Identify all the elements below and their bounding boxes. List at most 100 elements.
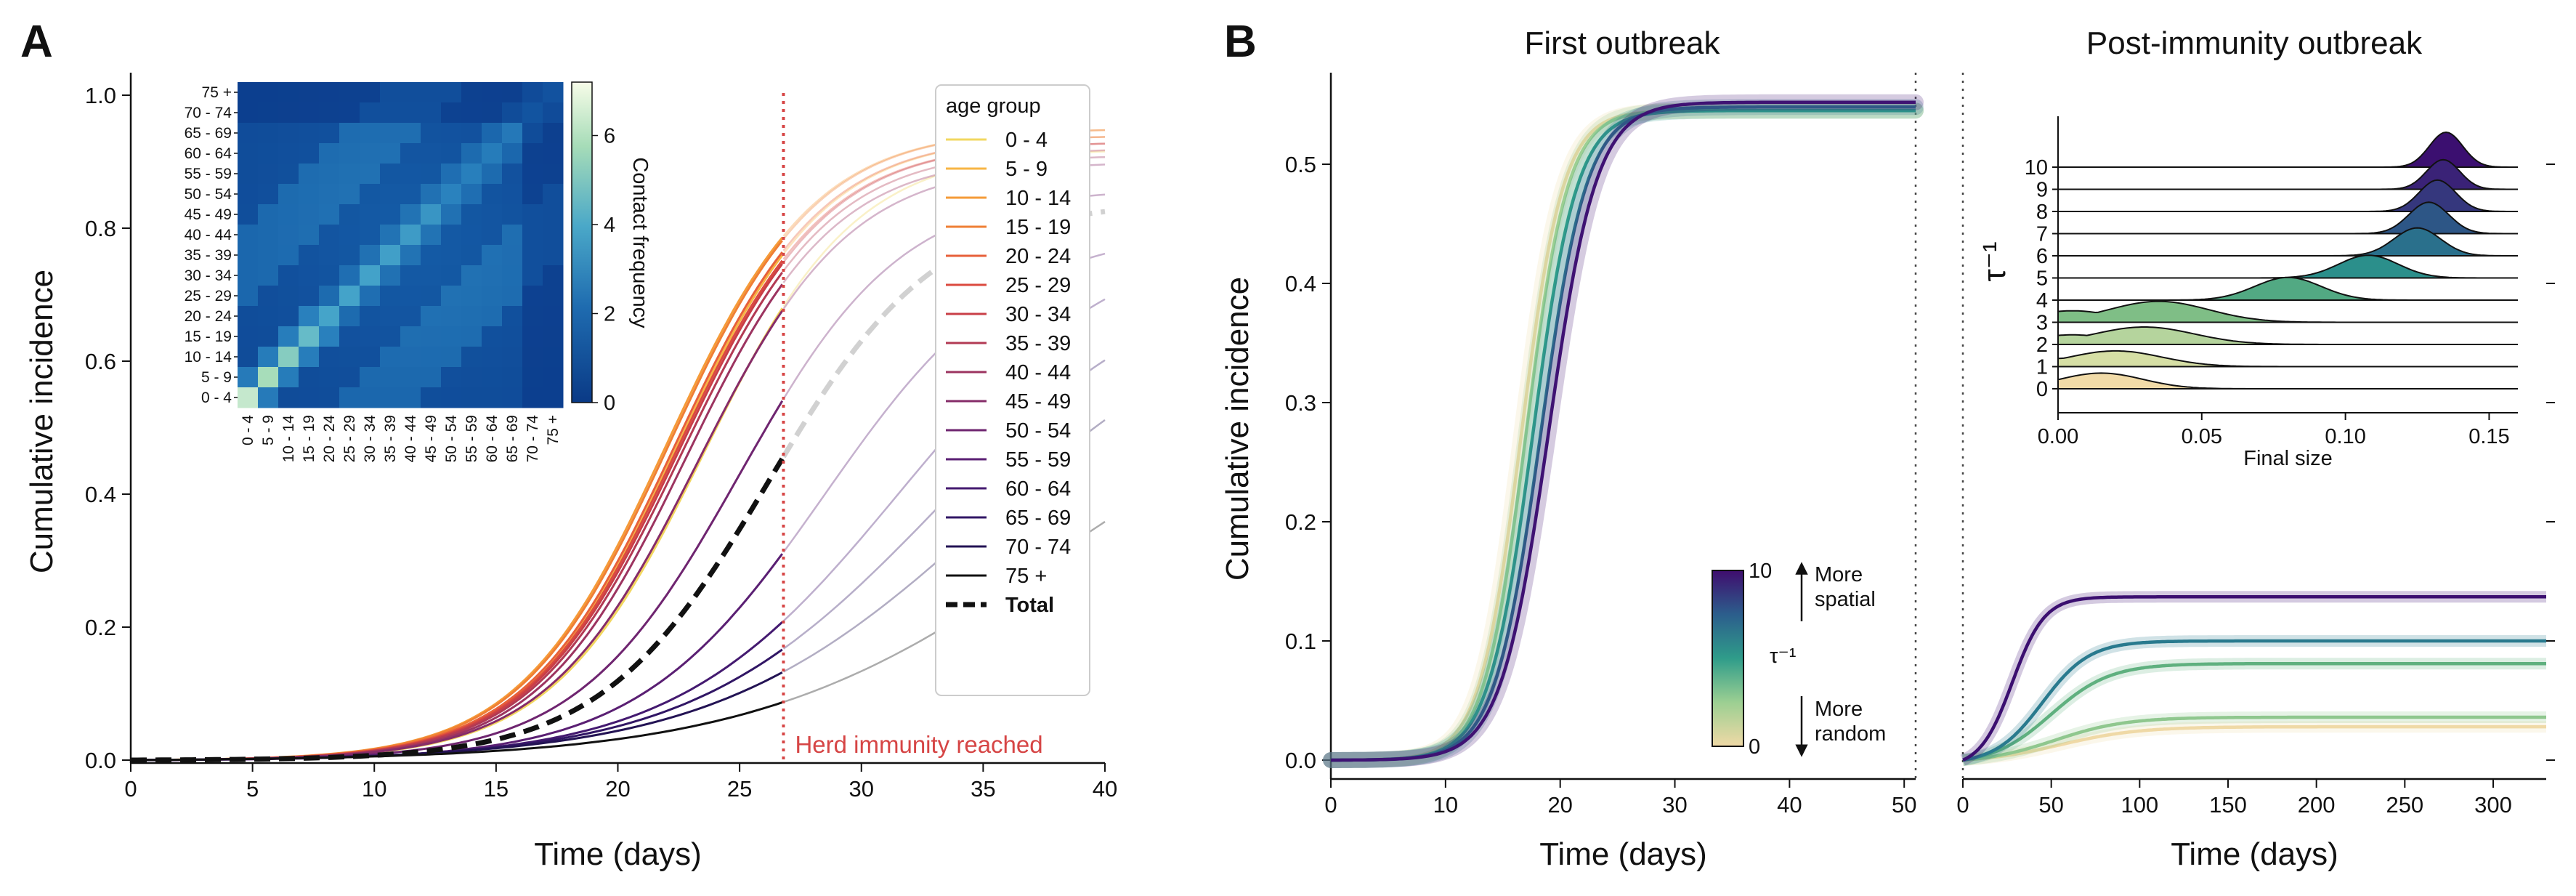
- heatmap-cell: [319, 326, 340, 347]
- heatmap-cell: [543, 225, 564, 246]
- heatmap-cell: [360, 347, 381, 368]
- heatmap-cell: [258, 367, 279, 388]
- heatmap-cell: [441, 306, 462, 327]
- random-annotation-line1: More: [1815, 698, 1863, 721]
- legend-label: Total: [1005, 594, 1054, 617]
- heatmap-cell: [299, 286, 320, 307]
- colorbar-tick-label: 2: [604, 303, 615, 326]
- heatmap-cell: [238, 286, 259, 307]
- heatmap-cell: [482, 184, 503, 205]
- series-line: [131, 621, 783, 762]
- heatmap-row-label: 40 - 44: [185, 227, 232, 243]
- heatmap-cell: [258, 286, 279, 307]
- heatmap-cell: [360, 102, 381, 124]
- heatmap-row-label: 70 - 74: [185, 105, 232, 121]
- series-line: [1331, 108, 1916, 762]
- panel-a-label: A: [20, 17, 53, 67]
- heatmap-cell: [278, 225, 299, 246]
- legend-label: 40 - 44: [1005, 361, 1071, 384]
- heatmap-cell: [441, 265, 462, 286]
- heatmap-row-label: 25 - 29: [185, 288, 232, 304]
- heatmap-cell: [278, 123, 299, 144]
- heatmap-cell: [339, 367, 360, 388]
- heatmap-cell: [400, 102, 421, 124]
- heatmap-cell: [319, 306, 340, 327]
- heatmap-cell: [421, 367, 442, 388]
- heatmap-cell: [238, 326, 259, 347]
- x-tick-label: 50: [2038, 792, 2063, 818]
- series-line: [1962, 595, 2546, 762]
- heatmap-cell: [461, 326, 482, 347]
- x-tick-label: 20: [605, 776, 630, 802]
- heatmap-cell: [482, 82, 503, 103]
- heatmap-cell: [299, 245, 320, 266]
- ridge-density: [2057, 300, 2518, 323]
- spatial-annotation-line2: spatial: [1815, 588, 1876, 611]
- heatmap-cell: [339, 102, 360, 124]
- heatmap-cell: [502, 82, 523, 103]
- heatmap-cell: [441, 184, 462, 205]
- heatmap-col-label: 5 - 9: [260, 415, 277, 445]
- heatmap-cell: [278, 143, 299, 164]
- series-band: [1323, 102, 1924, 768]
- heatmap-cell: [543, 102, 564, 124]
- heatmap-col-label: 70 - 74: [524, 415, 541, 463]
- heatmap-cell: [360, 306, 381, 327]
- heatmap-col-label: 40 - 44: [402, 415, 419, 463]
- legend-label: 15 - 19: [1005, 216, 1071, 239]
- heatmap-cell: [441, 347, 462, 368]
- heatmap-cell: [400, 245, 421, 266]
- heatmap-cell: [461, 367, 482, 388]
- heatmap-cell: [339, 82, 360, 103]
- heatmap-row-label: 45 - 49: [185, 206, 232, 223]
- heatmap-cell: [319, 265, 340, 286]
- heatmap-cell: [482, 123, 503, 144]
- heatmap-cell: [482, 225, 503, 246]
- x-tick-label: 300: [2474, 792, 2512, 818]
- heatmap-cell: [360, 82, 381, 103]
- ridge-density: [2057, 350, 2518, 368]
- heatmap-cell: [522, 326, 543, 347]
- heatmap-cell: [319, 245, 340, 266]
- heatmap-cell: [380, 164, 401, 185]
- heatmap-cell: [502, 326, 523, 347]
- heatmap-cell: [299, 184, 320, 205]
- panel-b-label: B: [1224, 17, 1257, 67]
- heatmap-cell: [461, 164, 482, 185]
- heatmap-cell: [421, 387, 442, 408]
- heatmap-cell: [380, 286, 401, 307]
- heatmap-cell: [461, 245, 482, 266]
- heatmap-cell: [299, 306, 320, 327]
- ridge-density: [2057, 372, 2518, 390]
- heatmap-cell: [441, 143, 462, 164]
- y-tick-label: 0.5: [1285, 152, 1316, 177]
- heatmap-cell: [522, 204, 543, 225]
- heatmap-cell: [319, 347, 340, 368]
- heatmap-cell: [278, 326, 299, 347]
- heatmap-cell: [339, 143, 360, 164]
- heatmap-cell: [502, 347, 523, 368]
- heatmap-cell: [258, 82, 279, 103]
- x-tick-label: 40: [1777, 792, 1802, 818]
- heatmap-cell: [238, 225, 259, 246]
- heatmap-cell: [502, 245, 523, 266]
- series-band: [1323, 102, 1924, 768]
- heatmap-cell: [278, 82, 299, 103]
- heatmap-cell: [400, 326, 421, 347]
- heatmap-cell: [543, 184, 564, 205]
- heatmap-cell: [299, 143, 320, 164]
- heatmap-cell: [421, 225, 442, 246]
- heatmap-cell: [380, 82, 401, 103]
- colorbar-title: τ⁻¹: [1770, 645, 1797, 668]
- heatmap-cell: [238, 265, 259, 286]
- x-tick-label: 35: [971, 776, 995, 802]
- heatmap-col-label: 20 - 24: [321, 415, 338, 463]
- heatmap-cell: [380, 184, 401, 205]
- heatmap-cell: [522, 164, 543, 185]
- heatmap-cell: [319, 184, 340, 205]
- heatmap-cell: [380, 347, 401, 368]
- x-tick-label: 200: [2298, 792, 2336, 818]
- heatmap-cell: [461, 102, 482, 124]
- heatmap-cell: [482, 286, 503, 307]
- x-tick-label: 30: [849, 776, 874, 802]
